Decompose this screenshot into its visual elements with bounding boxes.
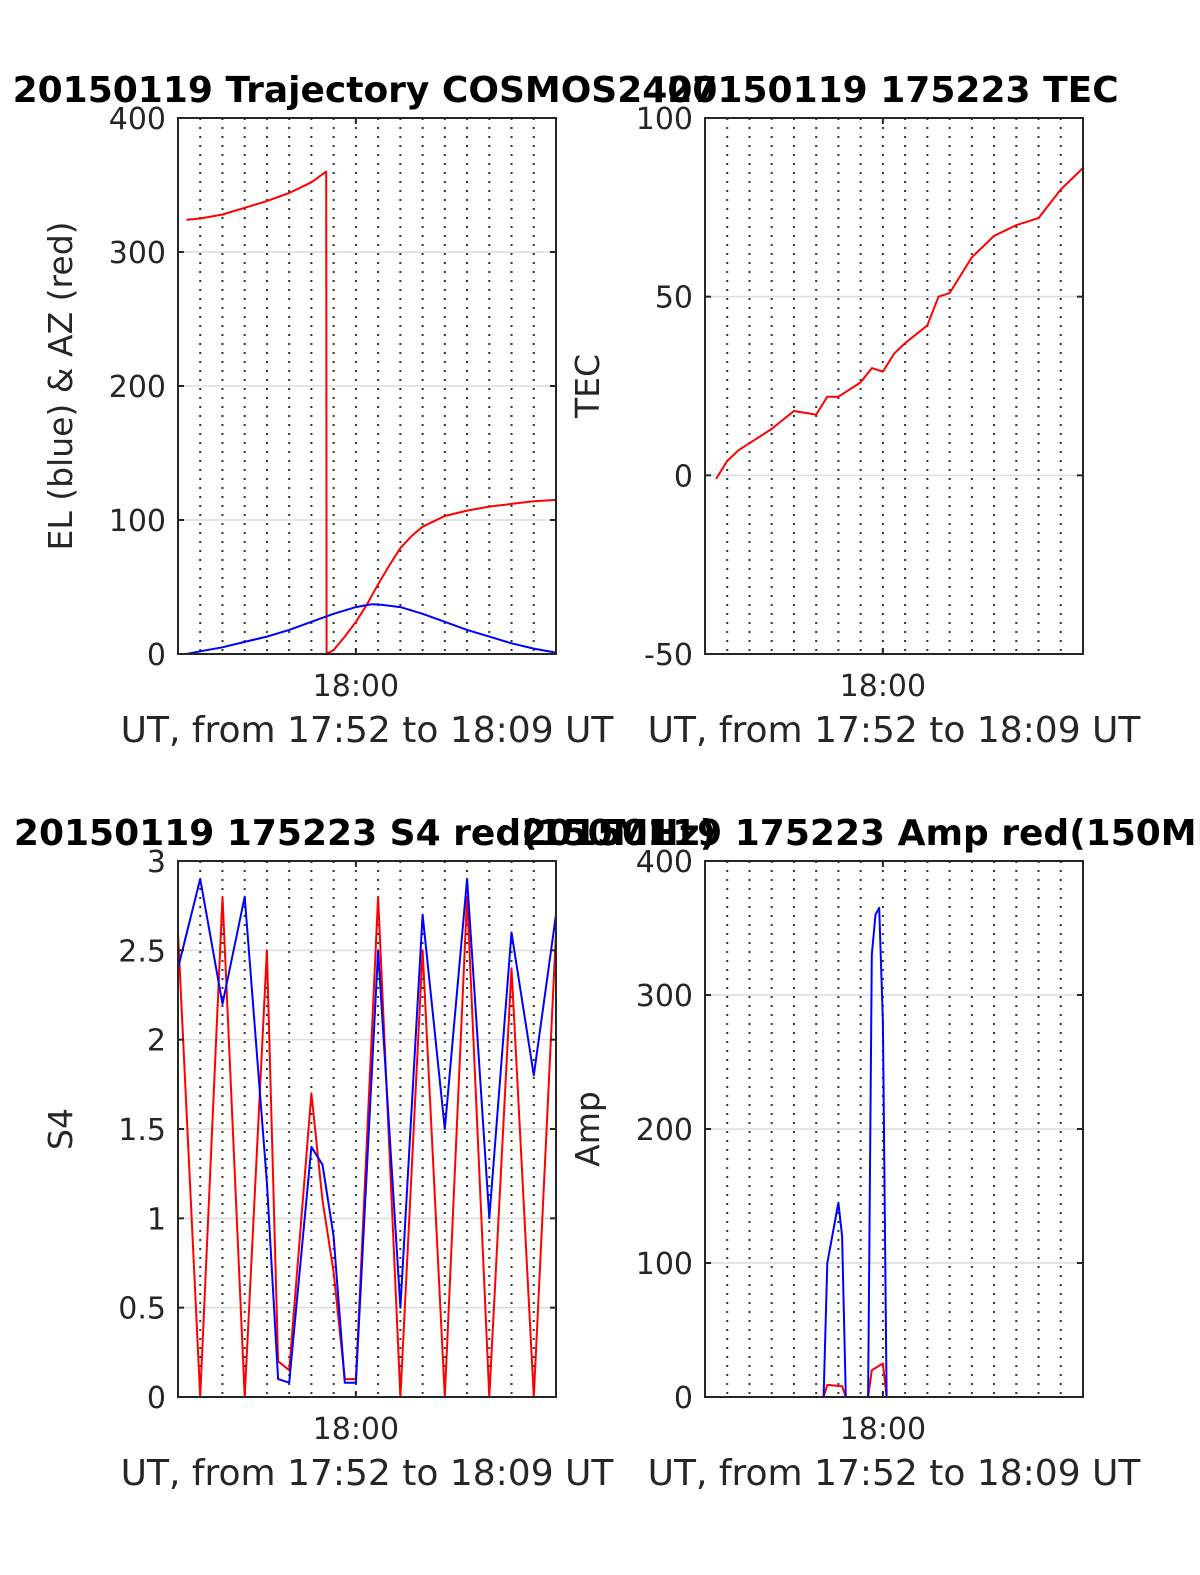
y-tick-label: 1 xyxy=(147,1202,166,1237)
y-axis-label: EL (blue) & AZ (red) xyxy=(41,221,80,550)
y-tick-label: 0.5 xyxy=(118,1292,166,1327)
chart-panel-1: 0 100 200 300 400 18:00 UT, from 17:52 to 18:0… xyxy=(13,70,718,751)
y-tick-label: 100 xyxy=(109,504,166,539)
x-axis-label: UT, from 17:52 to 18:09 UT xyxy=(121,1453,615,1494)
y-tick-label: 50 xyxy=(655,281,693,316)
y-tick-label: 0 xyxy=(674,1381,693,1416)
y-tick-label: 400 xyxy=(109,102,166,137)
series-line-2 xyxy=(186,603,556,654)
chart-panel-4: 0 100 200 300 400 18:00 UT, from 17:52 to 18:0… xyxy=(522,813,1200,1494)
y-tick-label: 3 xyxy=(147,845,166,880)
y-tick-label: 300 xyxy=(109,236,166,271)
y-tick-label: 300 xyxy=(636,979,693,1014)
chart-title: 20150119 175223 S4 red(150MHz) xyxy=(14,813,716,854)
y-tick-label: 100 xyxy=(636,1247,693,1282)
series-line-1 xyxy=(705,1362,1083,1397)
chart-panel-2: -50 0 50 100 18:00 UT, from 17:52 to 18:09 UT… xyxy=(568,70,1141,751)
chart-title: 20150119 175223 Amp red(150MHz) xyxy=(522,813,1200,854)
plot-area xyxy=(705,118,1083,654)
x-axis-label: UT, from 17:52 to 18:09 UT xyxy=(648,710,1142,751)
series-line-1 xyxy=(186,170,556,654)
y-tick-label: 200 xyxy=(109,370,166,405)
y-tick-label: 2 xyxy=(147,1024,166,1059)
y-tick-label: 400 xyxy=(636,845,693,880)
y-axis-label: TEC xyxy=(568,354,607,419)
x-tick-label: 18:00 xyxy=(313,1412,399,1447)
chart-title: 20150119 Trajectory COSMOS2407 xyxy=(13,70,718,111)
x-tick-label: 18:00 xyxy=(840,669,926,704)
x-axis-label: UT, from 17:52 to 18:09 UT xyxy=(121,710,615,751)
chart-title: 20150119 175223 TEC xyxy=(667,70,1118,111)
y-axis-label: Amp xyxy=(568,1091,607,1167)
axes-box xyxy=(704,117,1084,655)
x-tick-label: 18:00 xyxy=(313,669,399,704)
x-tick-label: 18:00 xyxy=(840,1412,926,1447)
series-line-2 xyxy=(705,906,1083,1397)
series-line-1 xyxy=(715,167,1083,480)
chart-panel-3: 0 0.5 1 1.5 2 2.5 3 18:00 UT, from 17:52 to 18:0… xyxy=(14,813,716,1494)
y-tick-label: 0 xyxy=(147,638,166,673)
y-axis-label: S4 xyxy=(41,1108,80,1150)
y-tick-label: 0 xyxy=(674,459,693,494)
y-tick-label: 100 xyxy=(636,102,693,137)
series-line-2 xyxy=(178,877,556,1384)
y-tick-label: 0 xyxy=(147,1381,166,1416)
y-tick-label: -50 xyxy=(644,638,693,673)
y-tick-label: 2.5 xyxy=(118,934,166,969)
y-tick-label: 1.5 xyxy=(118,1113,166,1148)
y-tick-label: 200 xyxy=(636,1113,693,1148)
x-axis-label: UT, from 17:52 to 18:09 UT xyxy=(648,1453,1142,1494)
